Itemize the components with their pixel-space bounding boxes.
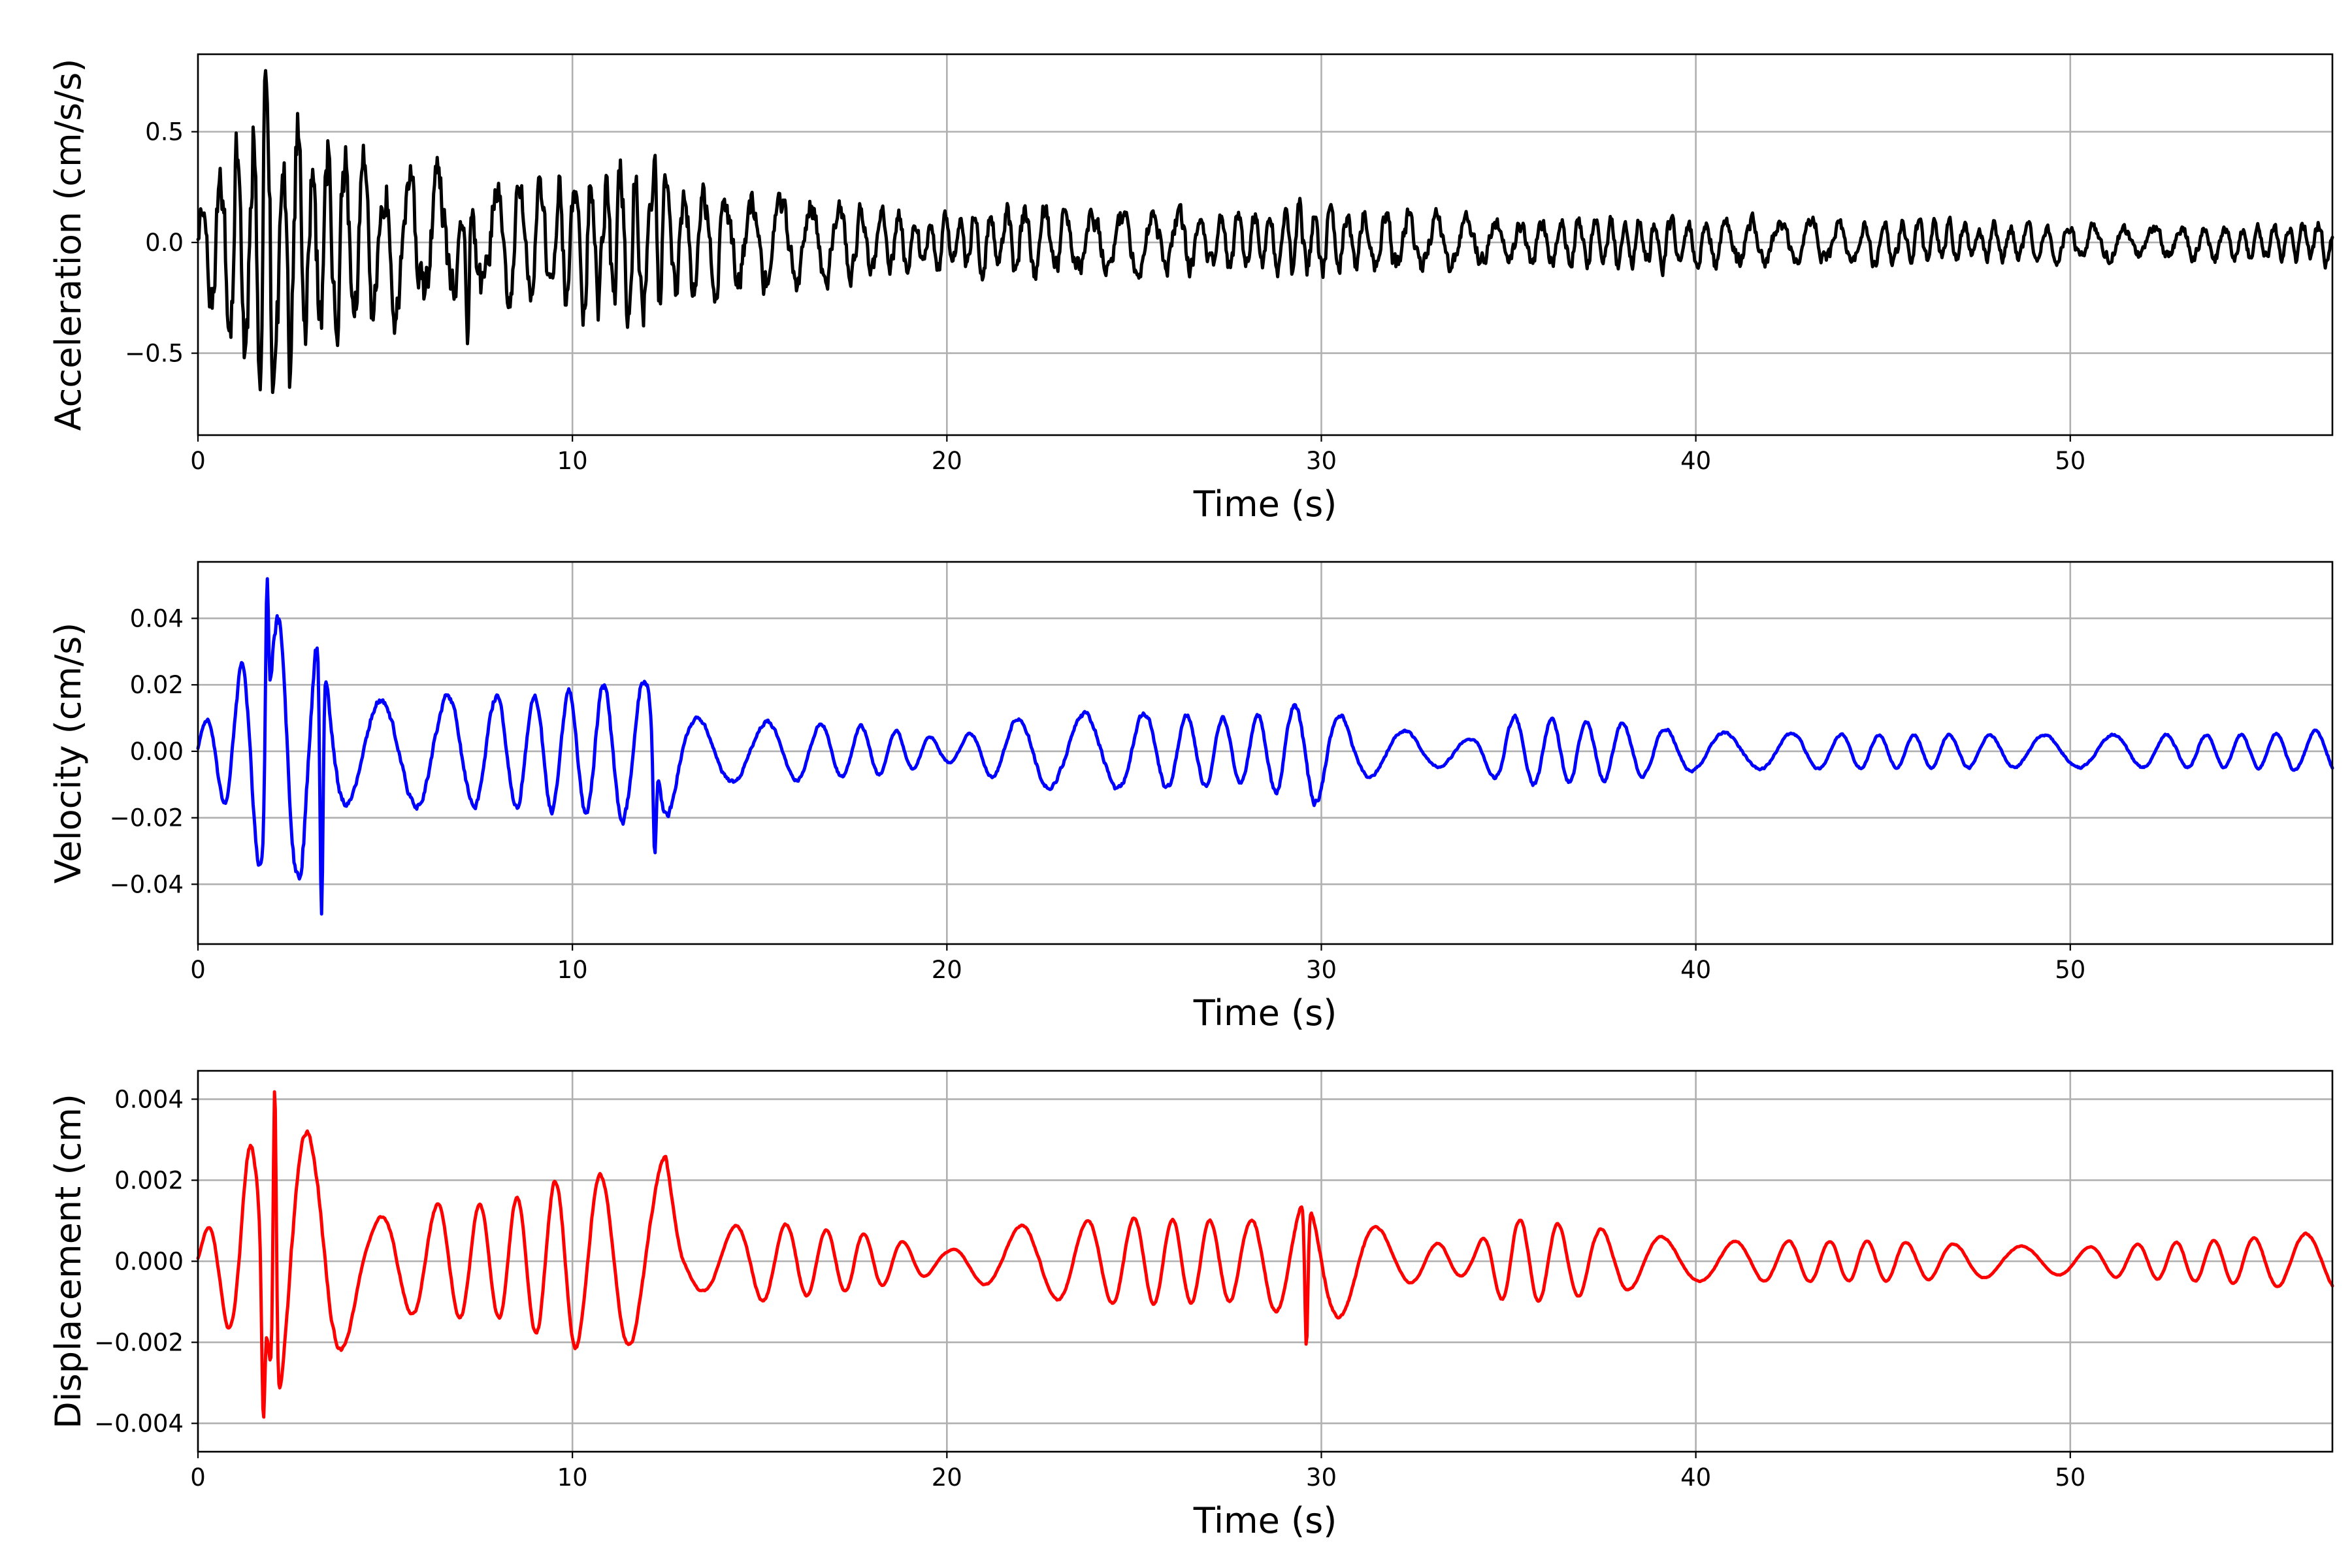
velocity-x-tick-label: 20 [932,956,962,984]
acceleration-x-tick-label: 50 [2055,447,2085,475]
acceleration-y-tick-label: 0.5 [145,118,184,146]
displacement-x-tick-label: 30 [1306,1463,1337,1492]
displacement-x-tick-label: 50 [2055,1463,2085,1492]
acceleration-x-axis-label: Time (s) [1193,483,1337,525]
velocity-x-tick-label: 30 [1306,956,1337,984]
acceleration-y-tick-label: 0.0 [145,229,184,257]
acceleration-x-tick-label: 20 [932,447,962,475]
displacement-x-tick-label: 10 [557,1463,588,1492]
velocity-y-tick-label: 0.04 [130,604,184,632]
displacement-trace [196,1090,2334,1419]
displacement-x-tick-label: 0 [190,1463,206,1492]
velocity-y-tick-label: −0.04 [110,870,184,898]
acceleration-y-tick-label: −0.5 [125,340,184,368]
velocity-y-tick-label: −0.02 [110,804,184,832]
displacement-y-tick-label: 0.000 [114,1248,184,1276]
displacement-panel: 0 10 20 30 40 50 −0.004 −0.002 0.000 0.002 0.004 T… [48,1070,2334,1541]
acceleration-x-tick-label: 10 [557,447,588,475]
velocity-plot-frame [197,561,2334,945]
velocity-trace [196,577,2334,916]
displacement-ticks: 0 10 20 30 40 50 −0.004 −0.002 0.000 0.002 0.004 [94,1085,2085,1492]
velocity-panel: 0 10 20 30 40 50 −0.04 −0.02 0.00 0.02 0.04 Time (… [48,561,2334,1034]
velocity-y-tick-label: 0.02 [130,671,184,699]
displacement-y-tick-label: 0.002 [114,1166,184,1194]
displacement-x-axis-label: Time (s) [1193,1500,1337,1541]
acceleration-plot-frame [197,53,2334,436]
velocity-ticks: 0 10 20 30 40 50 −0.04 −0.02 0.00 0.02 0.04 [110,604,2086,984]
displacement-x-tick-label: 20 [932,1463,962,1492]
displacement-y-tick-label: 0.004 [114,1085,184,1113]
acceleration-panel: 0 10 20 30 40 50 −0.5 0.0 0.5 Time (s) Accelerat… [48,53,2334,525]
velocity-x-tick-label: 0 [190,956,206,984]
acceleration-x-tick-label: 30 [1306,447,1337,475]
acceleration-ticks: 0 10 20 30 40 50 −0.5 0.0 0.5 [125,118,2085,475]
acceleration-x-tick-label: 0 [190,447,206,475]
velocity-x-tick-label: 10 [557,956,588,984]
acceleration-trace [196,69,2334,395]
displacement-x-tick-label: 40 [1680,1463,1711,1492]
acceleration-x-tick-label: 40 [1680,447,1711,475]
velocity-y-axis-label: Velocity (cm/s) [48,623,89,884]
velocity-y-tick-label: 0.00 [130,738,184,766]
velocity-x-tick-label: 50 [2055,956,2085,984]
velocity-x-tick-label: 40 [1680,956,1711,984]
acceleration-y-axis-label: Acceleration (cm/s/s) [48,59,89,431]
velocity-x-axis-label: Time (s) [1193,992,1337,1034]
displacement-y-tick-label: −0.002 [94,1329,184,1357]
displacement-y-axis-label: Displacement (cm) [48,1094,89,1429]
displacement-y-tick-label: −0.004 [94,1410,184,1438]
